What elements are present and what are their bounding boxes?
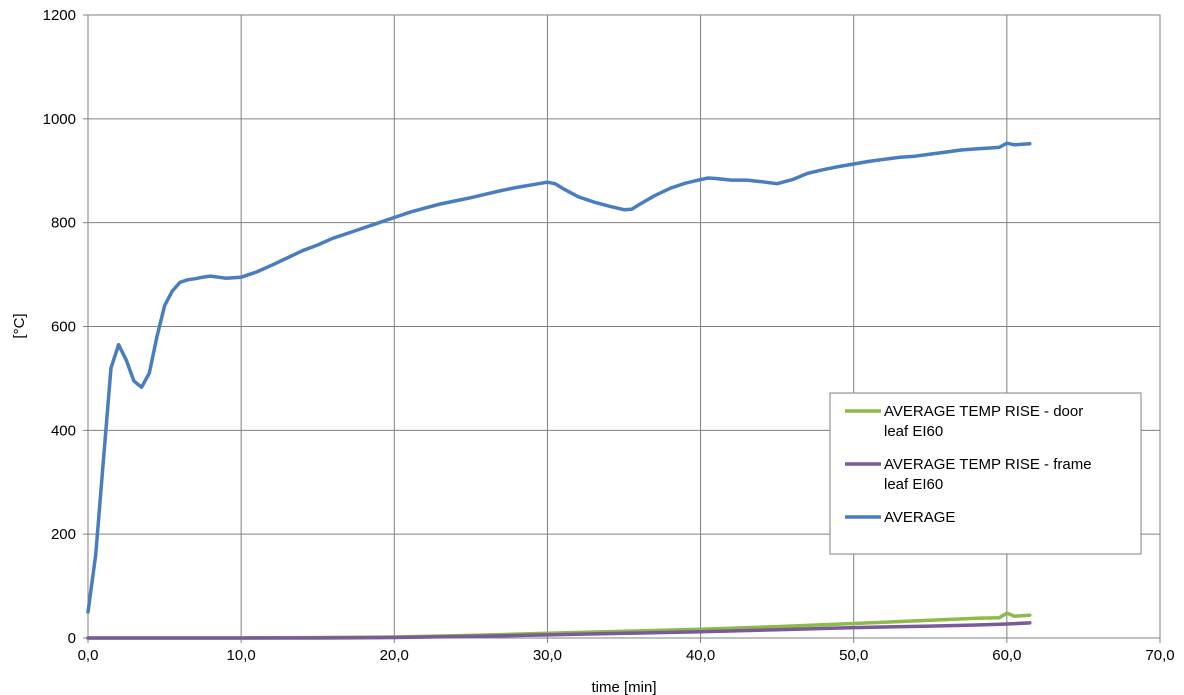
x-tick-label: 0,0: [78, 647, 99, 664]
y-tick-label: 400: [51, 422, 76, 439]
x-axis-title: time [min]: [591, 679, 656, 695]
y-tick-label: 0: [68, 630, 76, 647]
y-tick-label: 200: [51, 526, 76, 543]
legend-box: [829, 392, 1142, 555]
legend: AVERAGE TEMP RISE - door leaf EI60 AVERA…: [829, 392, 1142, 555]
y-axis-ticks: 0 200 400 600 800 1000 1200: [43, 7, 88, 647]
legend-label-average: AVERAGE: [884, 509, 955, 526]
x-tick-label: 60,0: [992, 647, 1021, 664]
x-tick-label: 20,0: [380, 647, 409, 664]
series-line-1: [86, 621, 1032, 640]
x-tick-label: 30,0: [533, 647, 562, 664]
x-tick-label: 50,0: [839, 647, 868, 664]
x-tick-label: 10,0: [227, 647, 256, 664]
x-tick-label: 40,0: [686, 647, 715, 664]
y-axis-title: [°C]: [11, 313, 28, 338]
x-tick-label: 70,0: [1145, 647, 1174, 664]
y-tick-label: 1200: [43, 7, 76, 24]
series-line-2: [86, 141, 1032, 614]
y-tick-label: 1000: [43, 111, 76, 128]
x-axis-ticks: 0,0 10,0 20,0 30,0 40,0 50,0 60,0 70,0: [78, 638, 1175, 664]
legend-label-frame-leaf-line1: AVERAGE TEMP RISE - frame: [884, 456, 1092, 473]
series-layer: [86, 141, 1032, 640]
legend-label-door-leaf-line2: leaf EI60: [884, 423, 943, 440]
legend-label-frame-leaf-line2: leaf EI60: [884, 476, 943, 493]
y-tick-label: 800: [51, 215, 76, 232]
legend-label-door-leaf-line1: AVERAGE TEMP RISE - door: [884, 403, 1083, 420]
y-tick-label: 600: [51, 319, 76, 336]
